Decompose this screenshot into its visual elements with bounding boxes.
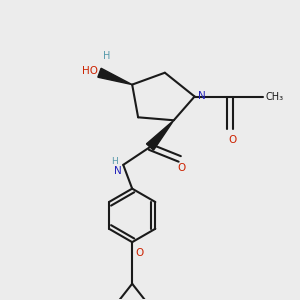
Text: O: O (136, 248, 144, 257)
Text: H: H (111, 158, 118, 166)
Text: CH₃: CH₃ (265, 92, 284, 101)
Text: O: O (228, 134, 236, 145)
Text: HO: HO (82, 66, 98, 76)
Text: O: O (177, 164, 186, 173)
Text: N: N (198, 91, 206, 100)
Text: H: H (103, 51, 111, 61)
Text: N: N (114, 166, 122, 176)
Polygon shape (146, 120, 174, 150)
Polygon shape (98, 68, 132, 85)
